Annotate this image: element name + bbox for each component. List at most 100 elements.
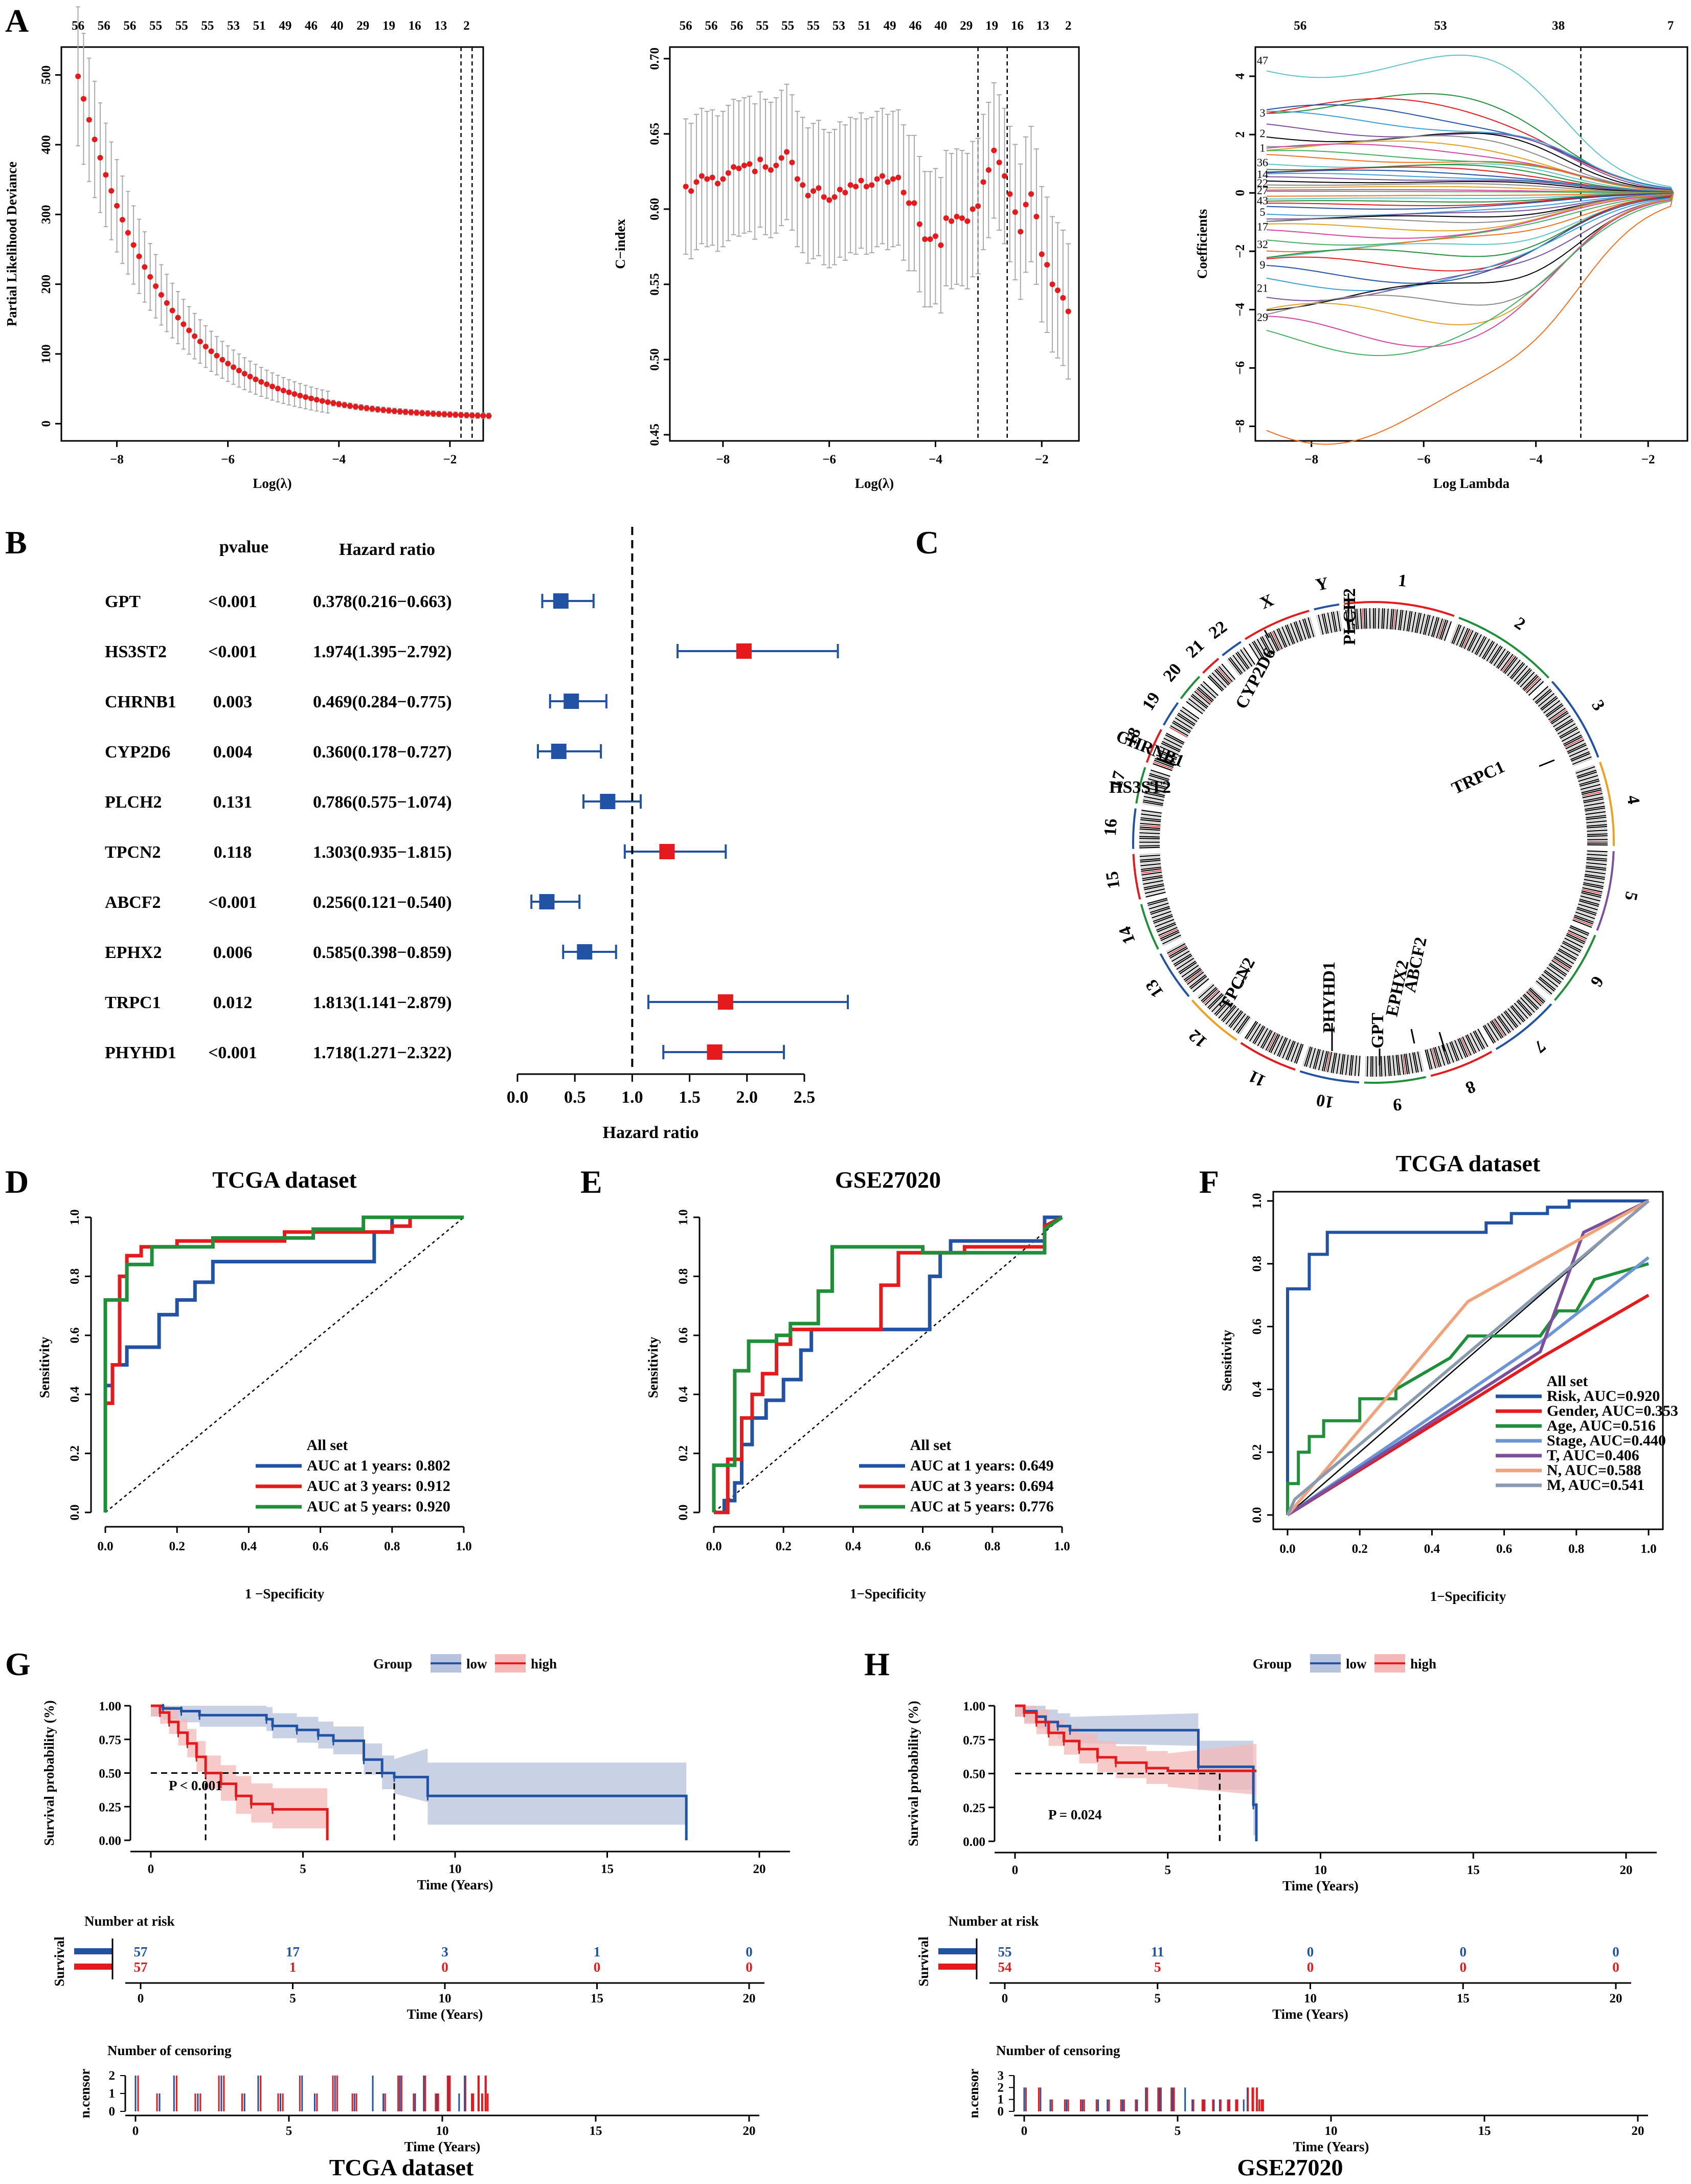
roc-y-tick-label: 0.4 [677,1386,690,1402]
censor-y-tick-label: 0 [998,2105,1004,2119]
circos-band [1393,609,1396,630]
a2-point [943,215,949,221]
circos-band [1508,661,1522,677]
circos-band [1246,1021,1258,1040]
roc-x-tick-label: 0.6 [312,1540,328,1553]
a1-point [391,408,397,414]
circos-band [1249,643,1261,662]
circos-band [1451,1041,1460,1061]
circos-band [1490,646,1503,664]
circos-band [1352,1055,1356,1076]
a2-point [773,163,779,169]
circos-band [1210,995,1225,1011]
roc-x-tick-label: 0.8 [984,1540,1000,1553]
circos-band [1221,1005,1235,1021]
circos-band [1143,882,1164,887]
a2-point [1007,191,1013,197]
circos-chromosome-label: 10 [1315,1090,1335,1112]
circos-band [1529,987,1546,1002]
circos-band [1249,1023,1261,1042]
circos-band [1424,615,1431,635]
forest-point [553,593,569,609]
a2-top-label: 55 [807,19,820,33]
circos-band [1553,957,1571,969]
roc-curve [103,1215,464,1512]
circos-band [1572,919,1592,928]
a1-point [480,413,486,419]
circos-band [1584,802,1605,807]
circos-band [1470,633,1480,652]
circos-band [1580,782,1600,789]
a1-point [114,203,120,209]
circos-band [1587,850,1608,853]
roc-y-tick-label: 0.6 [677,1327,690,1343]
circos-band [1559,726,1577,738]
circos-band [1394,1055,1397,1076]
circos-band [1468,1033,1478,1053]
a3-path-label: 1 [1260,142,1266,154]
roc-legend-label: AUC at 1 years: 0.802 [307,1457,450,1474]
forest-pvalue: 0.118 [214,843,252,862]
circos-band [1513,665,1528,682]
risk-high-count: 0 [1460,1959,1467,1975]
a1-x-tick-label: −8 [110,453,124,466]
circos-band [1158,927,1178,936]
roc-x-tick-label: 0.2 [169,1540,185,1553]
circos-band [1413,1052,1419,1073]
circos-band [1164,736,1183,746]
circos-band [1152,910,1171,919]
circos-band [1459,628,1469,647]
circos-band [1492,648,1504,665]
circos-band [1144,790,1165,796]
circos-band [1453,1040,1461,1060]
a2-xlabel: Log(λ) [855,476,894,491]
a1-point [214,352,220,359]
roc-x-tick-label: 0.4 [1424,1542,1440,1556]
forest-point [600,794,616,809]
circos-band [1553,715,1571,727]
a1-top-label: 19 [382,19,395,33]
a3-path-label: 5 [1260,206,1266,218]
a3-path-label: 9 [1260,258,1266,271]
a1-point [291,391,298,397]
forest-x-tick-label: 0.5 [564,1088,586,1107]
circos-band [1183,967,1201,980]
risk-x-tick-label: 15 [1457,1992,1470,2005]
circos-band [1259,637,1271,656]
a1-point [236,367,242,373]
a3-coef-path [1266,110,1674,193]
circos-band [1534,687,1550,702]
circos-band [1248,1022,1259,1041]
circos-band [1519,671,1534,686]
roc-y-tick-label: 1.0 [677,1209,690,1225]
a3-coef-path [1266,163,1674,194]
a2-point [1023,202,1029,208]
a1-top-label: 55 [149,19,162,33]
circos-chromosome-arc [1299,1070,1360,1084]
circos-band [1477,1029,1489,1048]
a3-path-label: 36 [1257,156,1268,169]
a2-ylabel: C−index [613,219,628,269]
circos-band [1194,690,1211,705]
circos-chromosome-arc [1202,658,1220,674]
forest-point [577,944,593,960]
circos-band [1290,1042,1299,1062]
circos-band [1496,651,1509,668]
a1-point [197,339,203,345]
circos-band [1567,744,1587,754]
circos-band [1325,613,1331,633]
circos-band [1412,1052,1417,1073]
circos-band [1467,632,1477,651]
circos-band [1423,614,1429,635]
circos-band [1476,637,1487,656]
circos-band [1157,753,1176,762]
a1-point [352,404,358,410]
roc-y-tick-label: 1.0 [68,1209,82,1225]
circos-band [1467,1034,1477,1054]
circos-band [1283,626,1292,645]
circos-band [1585,809,1606,813]
circos-band [1141,873,1162,878]
a2-point [720,176,726,182]
risk-x-tick-label: 20 [743,1992,756,2005]
a1-y-tick-label: 200 [39,275,53,294]
